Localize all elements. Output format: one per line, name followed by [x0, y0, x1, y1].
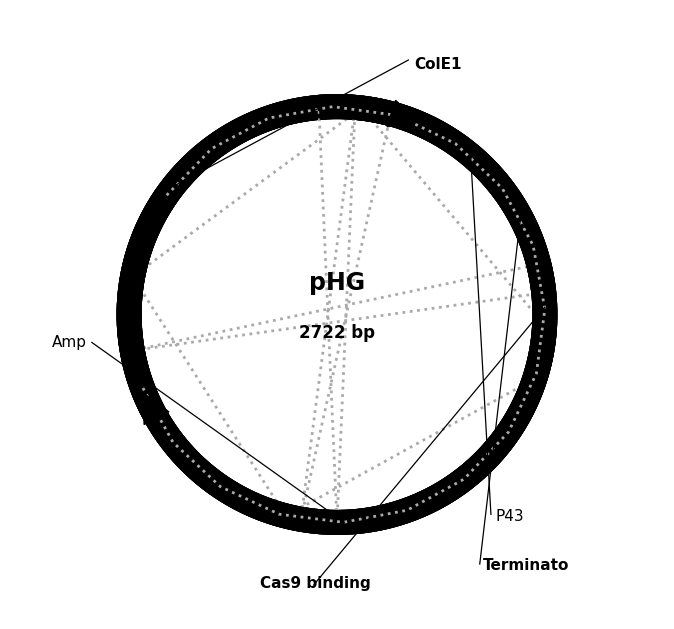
Polygon shape: [387, 100, 418, 127]
Text: Terminato: Terminato: [483, 559, 570, 574]
Text: pHG: pHG: [309, 272, 365, 296]
Text: Cas9 binding: Cas9 binding: [260, 576, 371, 591]
Text: Amp: Amp: [51, 335, 86, 350]
Polygon shape: [144, 393, 169, 425]
Text: ColE1: ColE1: [415, 57, 462, 72]
Text: 2722 bp: 2722 bp: [299, 324, 375, 342]
Text: P43: P43: [495, 509, 524, 524]
